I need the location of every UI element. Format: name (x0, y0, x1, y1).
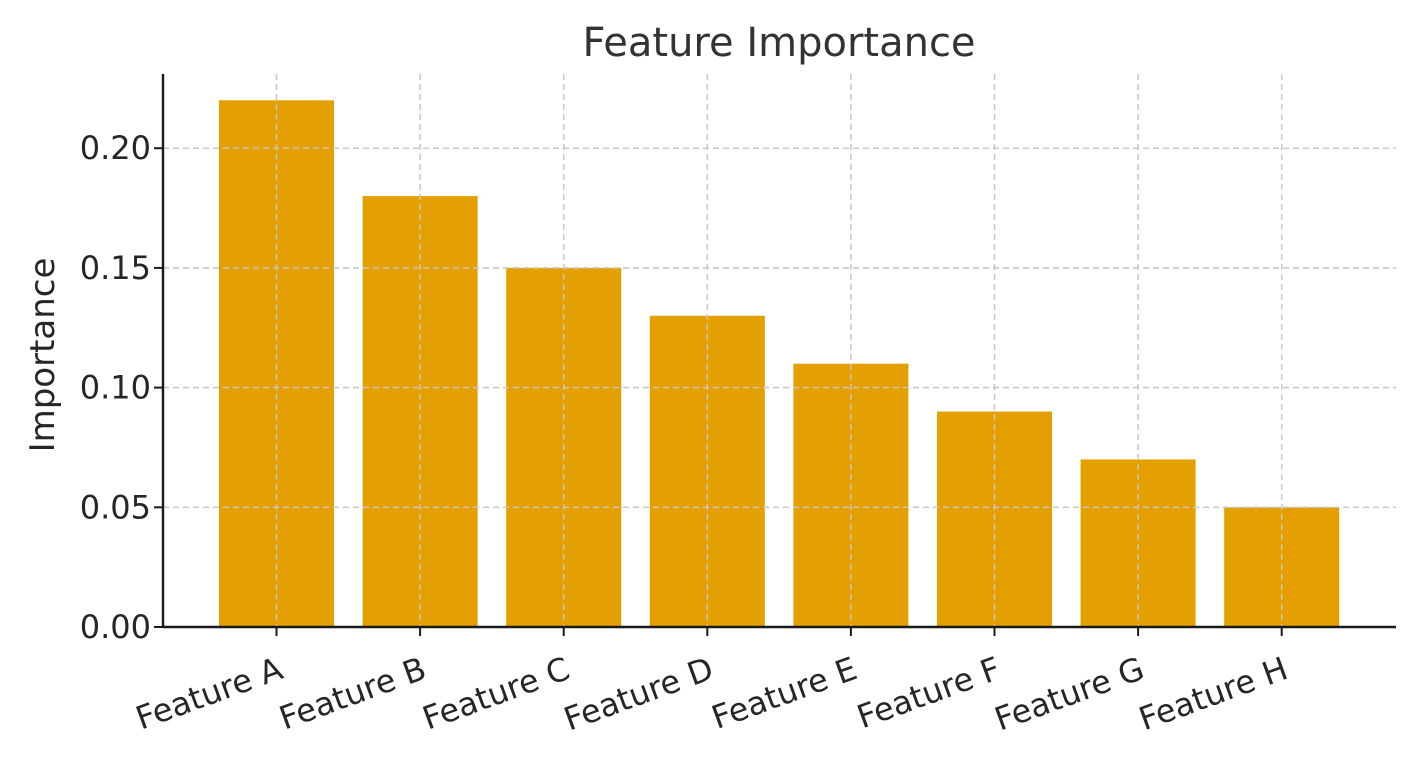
x-tick-label: Feature F (852, 649, 1005, 736)
bar (649, 315, 765, 627)
x-tick-label: Feature A (131, 649, 288, 737)
x-tick-label: Feature H (1134, 649, 1293, 738)
y-tick-label: 0.15 (80, 249, 151, 287)
bar-layer (163, 74, 1396, 628)
y-axis-label: Importance (23, 258, 63, 453)
bar (362, 196, 478, 627)
x-tick-label: Feature B (274, 649, 431, 737)
x-tick-label: Feature G (990, 649, 1149, 738)
y-tick-label: 0.20 (80, 129, 151, 167)
y-tick-label: 0.00 (80, 608, 151, 646)
x-tick-label: Feature E (707, 649, 862, 736)
y-tick-label: 0.10 (80, 369, 151, 407)
y-tick-label: 0.05 (80, 488, 151, 526)
grid-layer (163, 74, 1396, 628)
y-tick-layer: 0.00 0.05 0.10 0.15 0.20 (80, 129, 163, 646)
axis-layer (161, 74, 1396, 629)
chart-title: Feature Importance (582, 20, 975, 66)
x-tick-label: Feature D (559, 649, 718, 738)
x-tick-label: Feature C (417, 649, 574, 737)
